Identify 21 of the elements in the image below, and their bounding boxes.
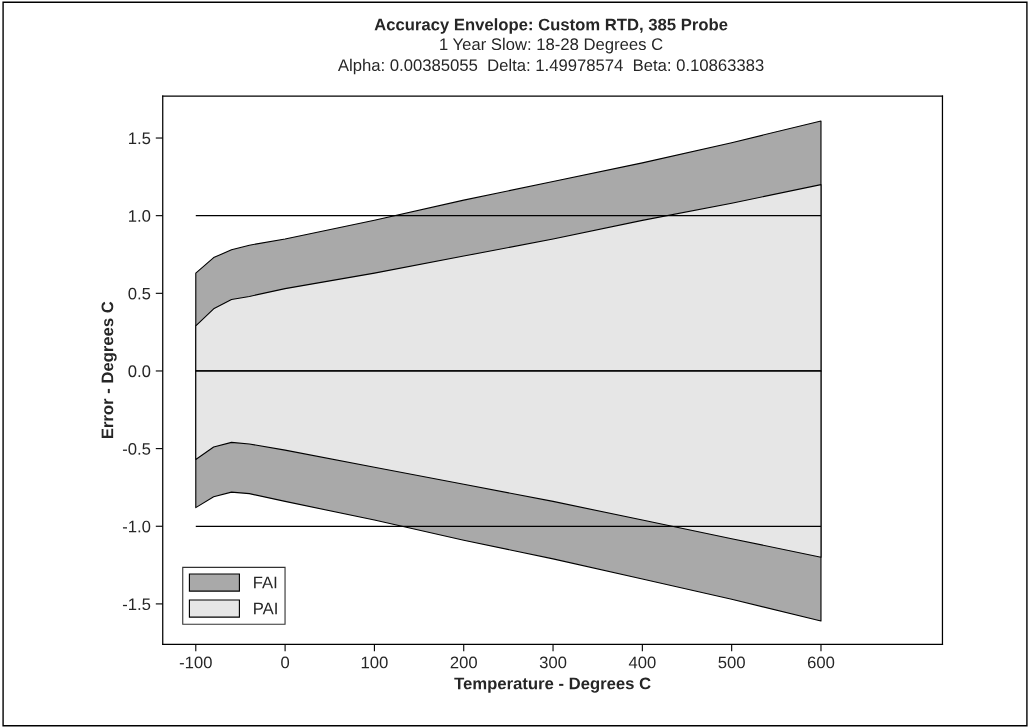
y-tick-label: 0.5 — [128, 287, 151, 300]
x-axis-title: Temperature - Degrees C — [454, 677, 651, 693]
y-tick-label: -0.5 — [122, 443, 151, 455]
chart-subtitle: 1 Year Slow: 18-28 Degrees C Alpha: 0.00385055 Delta: 1.49978574 Beta: 0.10863383 — [337, 37, 764, 75]
legend-label: FAI — [254, 576, 277, 589]
x-tick-label: 400 — [628, 656, 656, 669]
y-tick-label: -1.5 — [122, 598, 151, 611]
x-tick-label: 600 — [807, 656, 835, 669]
y-axis-title: Error - Degrees C — [101, 301, 117, 439]
y-tick-label: 1.5 — [129, 132, 151, 145]
x-tick-label: 500 — [718, 656, 745, 669]
x-tick-label: 300 — [539, 656, 567, 669]
chart-title: Accuracy Envelope: Custom RTD, 385 Probe — [374, 18, 728, 34]
y-tick-label: 1.0 — [129, 210, 151, 222]
y-tick-label: -1.0 — [122, 520, 151, 533]
x-tick-label: -100 — [179, 656, 212, 669]
x-tick-label: 200 — [450, 656, 477, 669]
x-tick-label: 0 — [281, 656, 290, 669]
x-tick-label: 100 — [361, 656, 388, 669]
y-tick-label: 0.0 — [128, 365, 151, 378]
legend-label: PAI — [254, 602, 277, 615]
